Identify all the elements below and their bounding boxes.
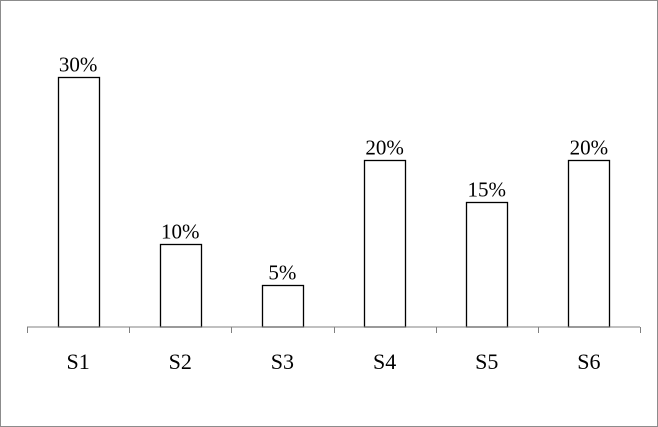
data-label-s4: 20% xyxy=(365,136,404,160)
bar-s3 xyxy=(261,284,305,328)
bar-s6 xyxy=(567,159,611,328)
category-label-s3: S3 xyxy=(271,349,294,374)
bars-group xyxy=(57,76,611,328)
bar-s4 xyxy=(363,159,407,328)
category-label-s6: S6 xyxy=(577,349,600,374)
category-label-s1: S1 xyxy=(66,349,89,374)
data-label-s6: 20% xyxy=(570,136,609,160)
category-label-s5: S5 xyxy=(475,349,498,374)
bar-s2 xyxy=(159,243,203,328)
bar-s1 xyxy=(57,76,101,328)
category-label-s4: S4 xyxy=(373,349,396,374)
data-label-s2: 10% xyxy=(161,220,200,244)
category-labels-group: S1 S2 S3 S4 S5 S6 xyxy=(66,349,600,374)
data-label-s1: 30% xyxy=(59,53,98,77)
x-axis xyxy=(27,326,641,333)
data-label-s5: 15% xyxy=(468,178,507,202)
category-label-s2: S2 xyxy=(169,349,192,374)
bar-s5 xyxy=(465,201,509,328)
data-labels-group: 30% 10% 5% 20% 15% 20% xyxy=(59,53,608,285)
data-label-s3: 5% xyxy=(268,261,296,285)
